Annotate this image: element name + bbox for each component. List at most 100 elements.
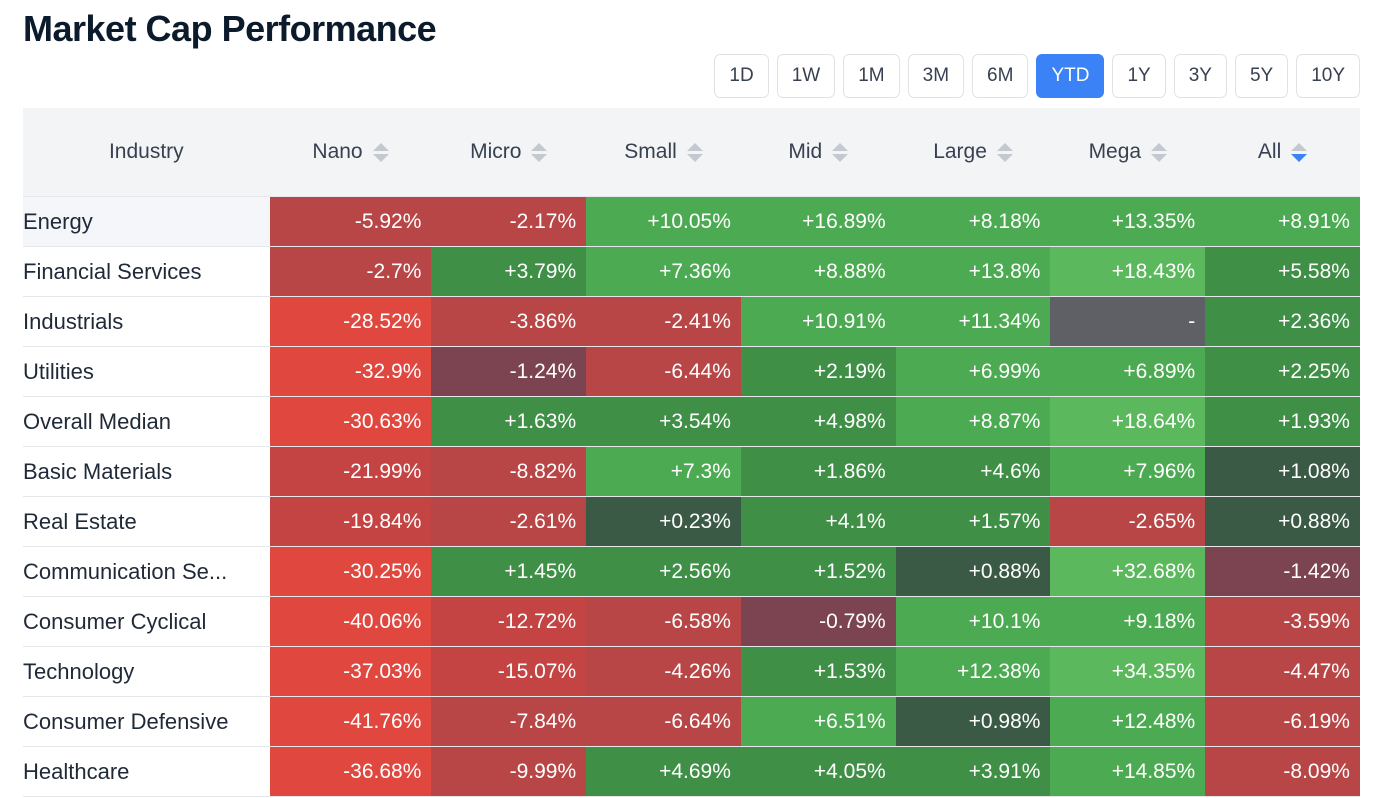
- sort-icon[interactable]: [531, 142, 548, 162]
- value-cell-all: -6.19%: [1205, 697, 1360, 746]
- period-button-10y[interactable]: 10Y: [1296, 54, 1360, 98]
- value-cell-mega: +9.18%: [1050, 597, 1206, 646]
- period-selector: 1D 1W 1M 3M 6M YTD 1Y 3Y 5Y 10Y: [714, 54, 1360, 98]
- value-cell-small: -6.64%: [586, 697, 741, 746]
- value-cell-mega: +6.89%: [1050, 347, 1206, 396]
- value-cell-mega: +32.68%: [1050, 547, 1206, 596]
- sort-icon[interactable]: [686, 142, 703, 162]
- value-cell-mega: +13.35%: [1050, 197, 1206, 246]
- table-row[interactable]: Overall Median -30.63% +1.63% +3.54% +4.98% +…: [23, 397, 1360, 447]
- value-cell-all: +1.93%: [1205, 397, 1360, 446]
- value-cell-mid: +6.51%: [740, 697, 896, 746]
- sort-icon[interactable]: [1291, 142, 1308, 162]
- sort-up-icon: [996, 142, 1013, 151]
- sort-down-icon: [686, 153, 703, 162]
- value-cell-micro: -2.61%: [431, 497, 587, 546]
- table-row[interactable]: Communication Se... -30.25% +1.45% +2.56% +1…: [23, 547, 1360, 597]
- sort-up-icon: [1151, 142, 1168, 151]
- table-row[interactable]: Basic Materials -21.99% -8.82% +7.3% +1.86% +…: [23, 447, 1360, 497]
- value-cell-micro: -15.07%: [431, 647, 587, 696]
- value-cell-mid: -0.79%: [740, 597, 896, 646]
- value-cell-mid: +1.86%: [740, 447, 896, 496]
- table-row[interactable]: Financial Services -2.7% +3.79% +7.36% +8.88…: [23, 247, 1360, 297]
- value-cell-mid: +4.05%: [740, 747, 896, 796]
- value-cell-nano: -37.03%: [269, 647, 432, 696]
- value-cell-small: +10.05%: [586, 197, 741, 246]
- period-button-1w[interactable]: 1W: [776, 54, 836, 98]
- column-header-micro[interactable]: Micro: [431, 108, 586, 196]
- sort-down-icon: [531, 153, 548, 162]
- table-row[interactable]: Consumer Defensive -41.76% -7.84% -6.64% +6.…: [23, 697, 1360, 747]
- sort-icon[interactable]: [996, 142, 1013, 162]
- value-cell-large: +12.38%: [895, 647, 1051, 696]
- table-row[interactable]: Utilities -32.9% -1.24% -6.44% +2.19% +6.99% +…: [23, 347, 1360, 397]
- column-header-nano[interactable]: Nano: [270, 108, 432, 196]
- value-cell-all: -4.47%: [1205, 647, 1360, 696]
- industry-cell: Basic Materials: [23, 447, 270, 496]
- value-cell-nano: -40.06%: [269, 597, 432, 646]
- period-button-ytd[interactable]: YTD: [1036, 54, 1105, 98]
- value-cell-micro: -12.72%: [431, 597, 587, 646]
- value-cell-nano: -32.9%: [269, 347, 432, 396]
- table-body: Energy -5.92% -2.17% +10.05% +16.89% +8.18% +1…: [23, 196, 1360, 797]
- value-cell-all: +0.88%: [1205, 497, 1360, 546]
- value-cell-micro: +1.45%: [431, 547, 587, 596]
- value-cell-small: +3.54%: [586, 397, 741, 446]
- period-button-3y[interactable]: 3Y: [1173, 54, 1227, 98]
- value-cell-large: +4.6%: [895, 447, 1051, 496]
- sort-up-icon: [372, 142, 389, 151]
- table-row[interactable]: Real Estate -19.84% -2.61% +0.23% +4.1% +1.57…: [23, 497, 1360, 547]
- value-cell-mid: +8.88%: [740, 247, 896, 296]
- sort-up-icon: [832, 142, 849, 151]
- industry-cell: Real Estate: [23, 497, 270, 546]
- industry-cell: Communication Se...: [23, 547, 270, 596]
- table-row[interactable]: Consumer Cyclical -40.06% -12.72% -6.58% -0.…: [23, 597, 1360, 647]
- industry-cell: Consumer Defensive: [23, 697, 270, 746]
- sort-down-icon: [1151, 153, 1168, 162]
- value-cell-large: +10.1%: [895, 597, 1051, 646]
- period-button-1d[interactable]: 1D: [714, 54, 769, 98]
- sort-icon[interactable]: [832, 142, 849, 162]
- page-title: Market Cap Performance: [23, 8, 437, 49]
- value-cell-mega: -2.65%: [1050, 497, 1206, 546]
- value-cell-small: +0.23%: [586, 497, 741, 546]
- value-cell-nano: -30.25%: [269, 547, 432, 596]
- period-button-1m[interactable]: 1M: [843, 54, 900, 98]
- value-cell-micro: -8.82%: [431, 447, 587, 496]
- column-header-mid[interactable]: Mid: [741, 108, 896, 196]
- period-button-1y[interactable]: 1Y: [1112, 54, 1166, 98]
- table-header: Industry Nano Micro Small Mid Large Mega All: [23, 108, 1360, 196]
- period-button-5y[interactable]: 5Y: [1234, 54, 1289, 98]
- sort-up-icon: [531, 142, 548, 151]
- period-button-3m[interactable]: 3M: [907, 54, 965, 98]
- value-cell-mega: +14.85%: [1050, 747, 1206, 796]
- sort-icon[interactable]: [1151, 142, 1168, 162]
- value-cell-nano: -2.7%: [269, 247, 432, 296]
- value-cell-mega: -: [1050, 297, 1206, 346]
- sort-icon[interactable]: [372, 142, 389, 162]
- value-cell-mid: +2.19%: [740, 347, 896, 396]
- value-cell-mid: +10.91%: [740, 297, 896, 346]
- value-cell-small: -6.44%: [586, 347, 741, 396]
- value-cell-all: -1.42%: [1205, 547, 1360, 596]
- industry-cell: Energy: [23, 197, 270, 246]
- value-cell-mid: +16.89%: [740, 197, 896, 246]
- value-cell-nano: -30.63%: [269, 397, 432, 446]
- column-header-large[interactable]: Large: [896, 108, 1051, 196]
- value-cell-large: +11.34%: [895, 297, 1051, 346]
- sort-down-icon: [832, 153, 849, 162]
- table-row[interactable]: Technology -37.03% -15.07% -4.26% +1.53% +12.…: [23, 647, 1360, 697]
- period-button-6m[interactable]: 6M: [972, 54, 1029, 98]
- column-header-small[interactable]: Small: [586, 108, 741, 196]
- value-cell-mid: +1.52%: [740, 547, 896, 596]
- column-header-all[interactable]: All: [1205, 108, 1360, 196]
- table-row[interactable]: Energy -5.92% -2.17% +10.05% +16.89% +8.18% +1…: [23, 196, 1360, 247]
- value-cell-mid: +4.1%: [740, 497, 896, 546]
- value-cell-mega: +7.96%: [1050, 447, 1206, 496]
- value-cell-all: +2.36%: [1205, 297, 1360, 346]
- value-cell-micro: -7.84%: [431, 697, 587, 746]
- value-cell-large: +1.57%: [895, 497, 1051, 546]
- table-row[interactable]: Industrials -28.52% -3.86% -2.41% +10.91% +11…: [23, 297, 1360, 347]
- table-row[interactable]: Healthcare -36.68% -9.99% +4.69% +4.05% +3.91…: [23, 747, 1360, 797]
- column-header-mega[interactable]: Mega: [1050, 108, 1205, 196]
